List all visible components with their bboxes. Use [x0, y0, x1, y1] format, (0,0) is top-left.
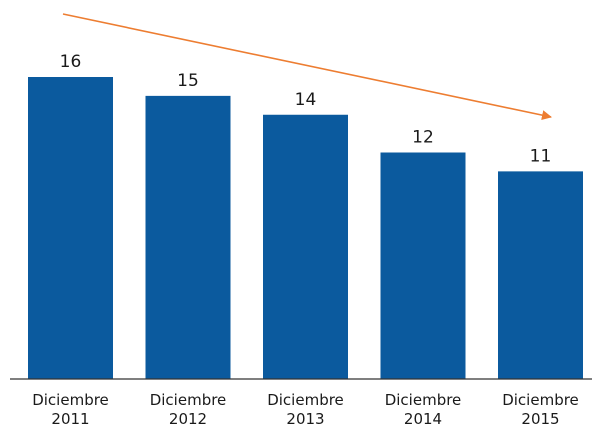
bar-3	[380, 152, 466, 379]
tick-label-4-line-0: Diciembre	[502, 391, 579, 409]
category-labels-group: Diciembre2011Diciembre2012Diciembre2013D…	[32, 391, 579, 428]
tick-label-2-line-0: Diciembre	[267, 391, 344, 409]
trend-arrow	[62, 13, 552, 121]
data-label-2: 14	[295, 90, 317, 110]
bars-group	[28, 77, 583, 379]
tick-label-0-line-0: Diciembre	[32, 391, 109, 409]
tick-label-1-line-0: Diciembre	[150, 391, 227, 409]
value-labels-group: 16 15 14 12 11	[60, 52, 552, 166]
data-label-0: 16	[60, 52, 82, 72]
bar-0	[28, 77, 113, 379]
tick-label-4-line-1: 2015	[521, 410, 559, 428]
bar-4	[498, 171, 583, 379]
tick-label-3-line-1: 2014	[404, 410, 442, 428]
bar-2	[263, 114, 348, 379]
data-label-3: 12	[412, 128, 434, 148]
tick-label-1-line-1: 2012	[169, 410, 207, 428]
tick-label-2-line-1: 2013	[286, 410, 324, 428]
bar-1	[145, 95, 231, 379]
tick-label-0-line-1: 2011	[51, 410, 89, 428]
data-label-4: 11	[530, 146, 552, 166]
data-label-1: 15	[177, 71, 199, 91]
tick-label-3-line-0: Diciembre	[385, 391, 462, 409]
